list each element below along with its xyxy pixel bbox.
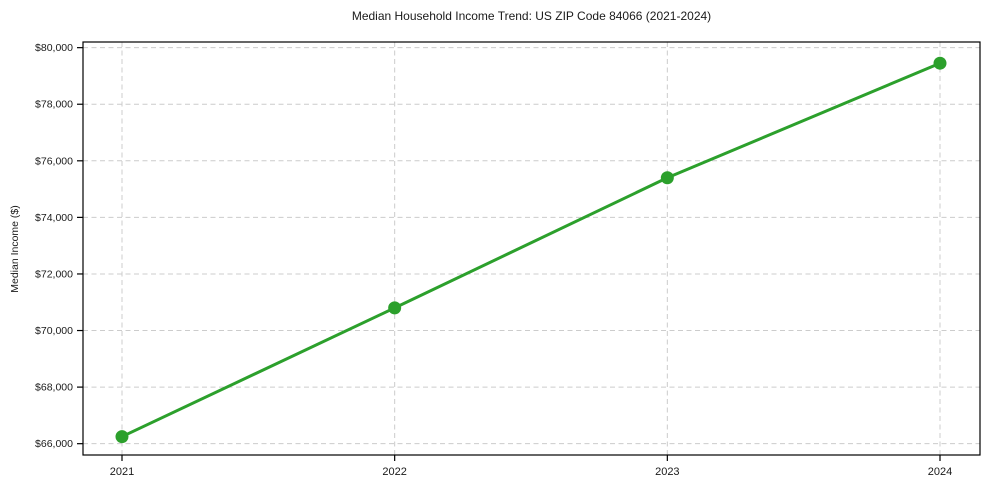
y-tick-label: $68,000 [35,382,73,394]
data-point-2024 [933,56,947,70]
x-tick-label: 2024 [928,466,952,478]
y-axis-label: Median Income ($) [9,205,21,293]
data-point-2023 [660,171,674,185]
axes-frame [82,41,981,456]
data-point-2021 [115,430,129,444]
x-tick-label: 2021 [110,466,134,478]
y-tick-label: $76,000 [35,155,73,167]
y-tick-label: $70,000 [35,325,73,337]
y-tick-label: $74,000 [35,212,73,224]
chart-title: Median Household Income Trend: US ZIP Co… [351,9,712,23]
y-tick-label: $78,000 [35,99,73,111]
x-tick-label: 2022 [382,466,406,478]
y-tick-label: $72,000 [35,268,73,280]
y-tick-label: $66,000 [35,438,73,450]
trend-line [120,61,942,439]
data-point-2022 [388,301,402,315]
x-tick-label: 2023 [655,466,679,478]
y-tick-label: $80,000 [35,42,73,54]
